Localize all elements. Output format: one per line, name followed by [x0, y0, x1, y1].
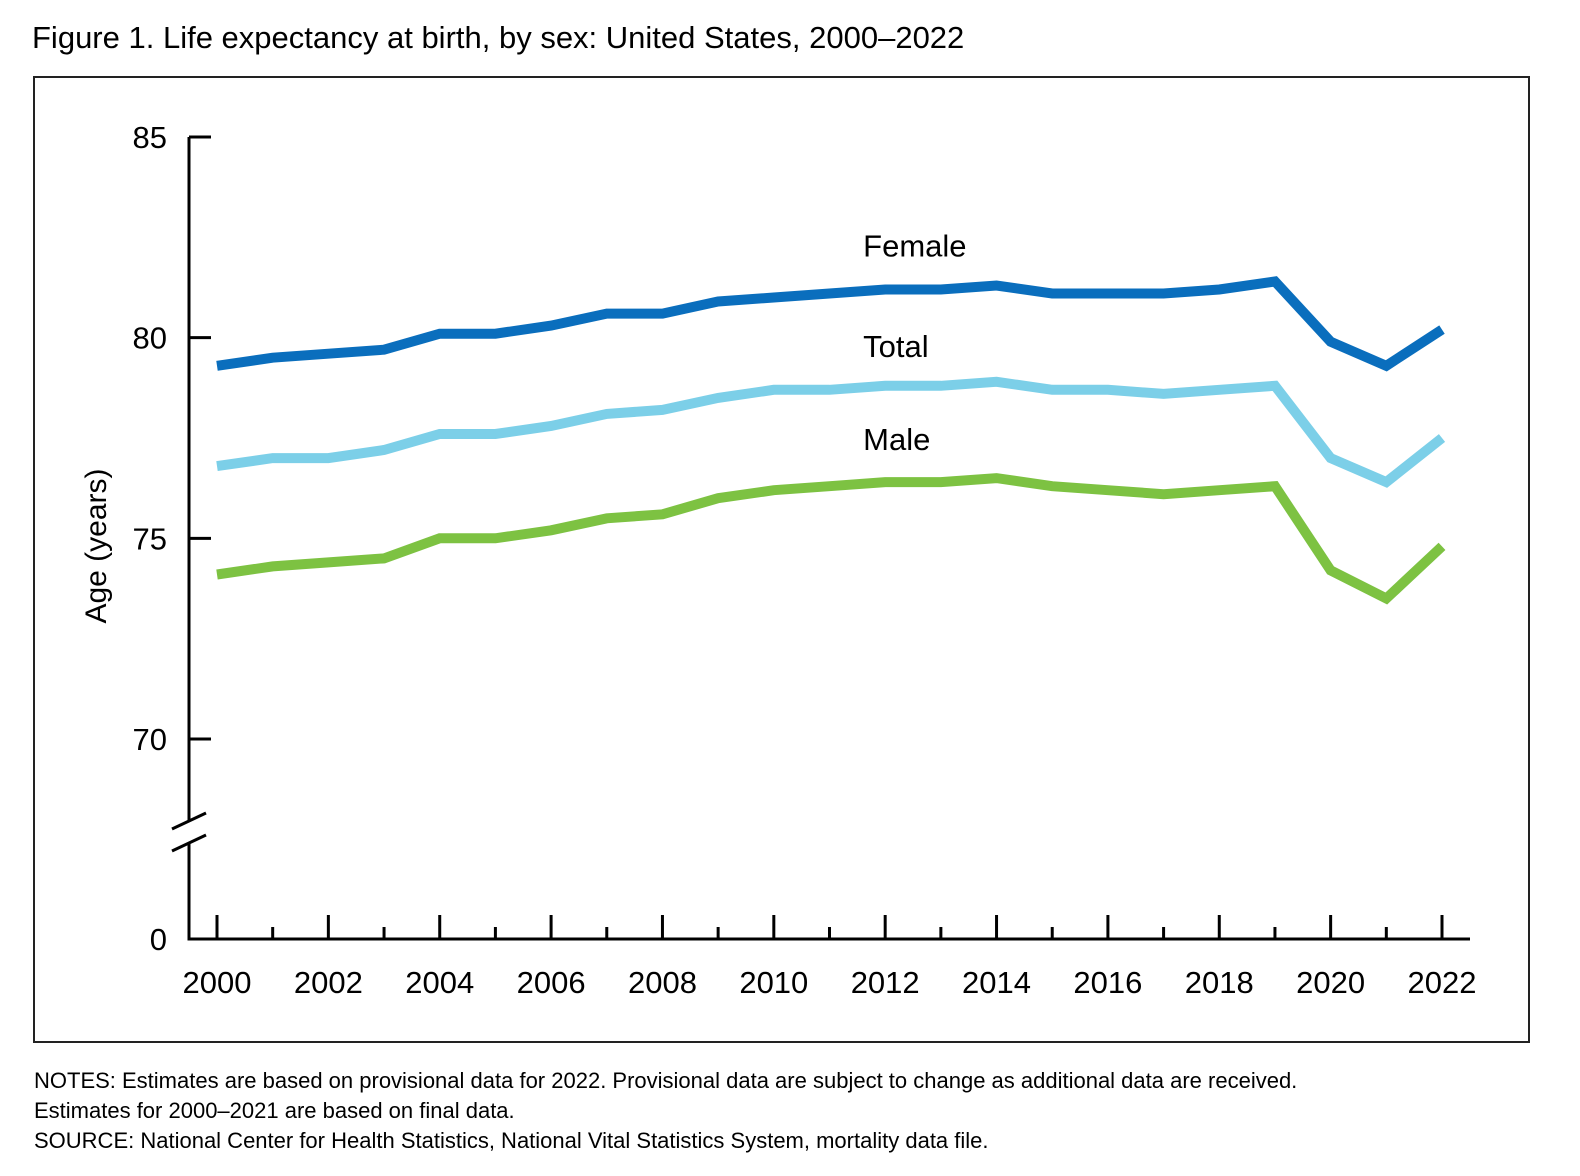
- x-tick-label: 2012: [851, 965, 920, 1000]
- y-tick-label: 75: [133, 521, 167, 556]
- axes-layer: [171, 135, 1470, 941]
- x-tick-label: 2008: [628, 965, 697, 1000]
- series-line-male: [216, 473, 1446, 605]
- x-tick-label: 2000: [183, 965, 252, 1000]
- x-tick-label: 2006: [517, 965, 586, 1000]
- series-line-total: [216, 376, 1446, 488]
- source-line: SOURCE: National Center for Health Stati…: [34, 1128, 989, 1153]
- x-tick-label: 2002: [294, 965, 363, 1000]
- x-tick-label: 2010: [739, 965, 808, 1000]
- notes-line-2: Estimates for 2000–2021 are based on fin…: [34, 1098, 515, 1123]
- axis-break-mark-upper: [171, 811, 207, 831]
- notes-line-1: NOTES: Estimates are based on provisiona…: [34, 1068, 1298, 1093]
- notes-block: NOTES: Estimates are based on provisiona…: [34, 1066, 1554, 1156]
- y-axis-title: Age (years): [80, 468, 113, 623]
- x-tick-label: 2014: [962, 965, 1031, 1000]
- series-label-female: Female: [863, 229, 966, 264]
- x-tick-label: 2020: [1296, 965, 1365, 1000]
- series-label-male: Male: [863, 422, 930, 457]
- x-tick-label: 2004: [405, 965, 474, 1000]
- y-tick-label: 0: [150, 922, 167, 957]
- x-tick-label: 2016: [1073, 965, 1142, 1000]
- y-tick-label: 80: [133, 321, 167, 356]
- figure-title: Figure 1. Life expectancy at birth, by s…: [32, 20, 965, 55]
- series-line-female: [216, 276, 1445, 372]
- series-label-total: Total: [863, 329, 928, 364]
- x-tick-label: 2022: [1408, 965, 1477, 1000]
- series-layer: [216, 276, 1446, 605]
- labels-layer: 0 70 75 80 85 2000 2002 2004 2006 2008 2010 2012 201…: [80, 120, 1476, 1000]
- y-tick-label: 70: [133, 722, 167, 757]
- x-tick-label: 2018: [1185, 965, 1254, 1000]
- y-tick-label: 85: [133, 120, 167, 155]
- chart-frame: [33, 76, 1530, 1043]
- axis-break-mark-lower: [171, 833, 207, 853]
